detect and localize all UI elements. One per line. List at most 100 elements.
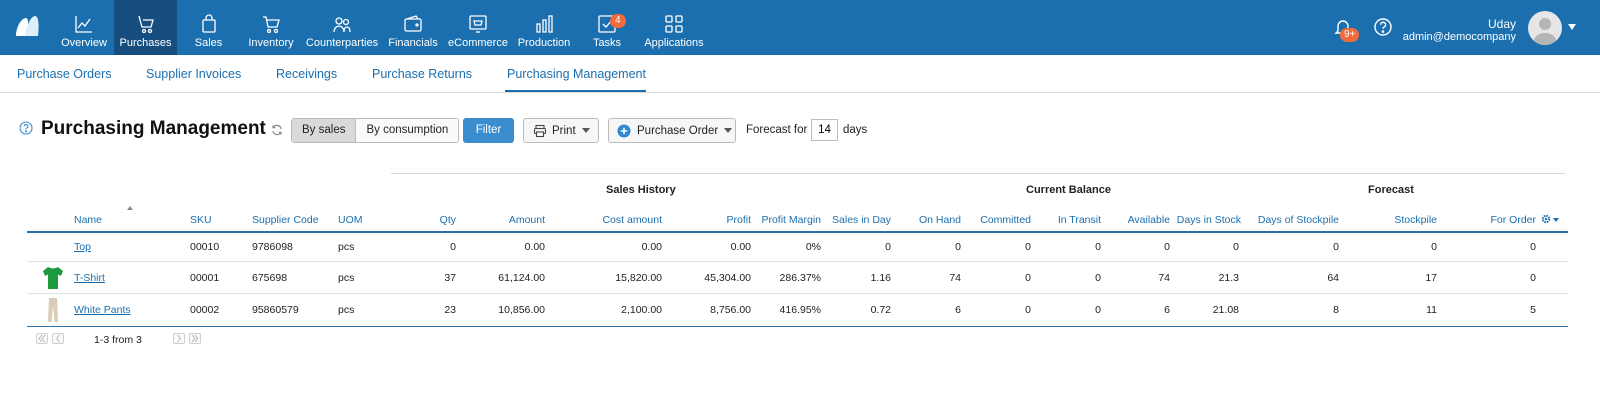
tasks-badge: 4	[610, 14, 626, 28]
cell-sales-in-day: 0	[885, 241, 891, 253]
col-amount[interactable]: Amount	[508, 214, 545, 226]
product-name-link[interactable]: T-Shirt	[74, 272, 105, 284]
nav-label: Counterparties	[305, 37, 379, 49]
nav-item-counterparties[interactable]: Counterparties	[302, 0, 382, 55]
double-chevron-left-icon	[38, 334, 46, 343]
group-sales-history: Sales History	[606, 184, 676, 196]
next-page-button[interactable]	[173, 333, 185, 344]
cell-sku: 00002	[190, 304, 220, 316]
cell-on-hand: 74	[949, 272, 961, 284]
by-consumption-button[interactable]: By consumption	[356, 119, 459, 142]
nav-item-ecommerce[interactable]: eCommerce	[444, 0, 512, 55]
col-available[interactable]: Available	[1127, 214, 1170, 226]
last-page-button[interactable]	[189, 333, 201, 344]
product-name-link[interactable]: White Pants	[74, 304, 131, 316]
printer-icon	[533, 124, 547, 137]
row-divider	[27, 261, 1568, 262]
cell-sku: 00001	[190, 272, 220, 284]
cell-supplier-code: 675698	[252, 272, 288, 284]
cell-days-of-stockpile: 0	[1333, 241, 1339, 253]
col-name[interactable]: Name	[74, 214, 103, 226]
subnav-purchasing-management[interactable]: Purchasing Management	[507, 67, 646, 81]
col-days-in-stock[interactable]: Days in Stock	[1176, 214, 1241, 226]
cell-days-in-stock: 21.08	[1212, 304, 1239, 316]
col-qty[interactable]: Qty	[439, 214, 456, 226]
col-sku[interactable]: SKU	[190, 214, 212, 226]
cell-days-in-stock: 21.3	[1218, 272, 1239, 284]
col-supplier-code[interactable]: Supplier Code	[252, 214, 319, 226]
product-name-link[interactable]: Top	[74, 241, 91, 253]
avatar[interactable]	[1528, 11, 1562, 45]
cell-stockpile: 11	[1426, 304, 1437, 316]
page-title: Purchasing Management	[41, 118, 266, 139]
nav-label: Financials	[388, 37, 438, 49]
shopping-bag-icon	[201, 14, 216, 33]
gear-icon[interactable]	[1541, 214, 1551, 224]
cell-available: 74	[1158, 272, 1170, 284]
double-chevron-right-icon	[191, 334, 199, 343]
nav-item-sales[interactable]: Sales	[177, 0, 240, 55]
bar-chart-icon	[536, 15, 553, 33]
top-navigation-bar: Overview Purchases Sales Inventory Count…	[0, 0, 1600, 55]
plus-circle-icon	[617, 124, 631, 137]
col-sales-in-day[interactable]: Sales in Day	[832, 214, 891, 226]
cell-for-order: 0	[1530, 272, 1536, 284]
subnav-receivings[interactable]: Receivings	[276, 67, 338, 81]
print-label: Print	[552, 124, 576, 137]
cell-supplier-code: 95860579	[252, 304, 299, 316]
cell-in-transit: 0	[1095, 241, 1101, 253]
subnav-purchase-orders[interactable]: Purchase Orders	[17, 67, 112, 81]
cell-profit: 45,304.00	[704, 272, 751, 284]
subnav-purchase-returns[interactable]: Purchase Returns	[372, 67, 473, 81]
col-on-hand[interactable]: On Hand	[918, 214, 961, 226]
cell-days-in-stock: 0	[1233, 241, 1239, 253]
cell-committed: 0	[1025, 272, 1031, 284]
previous-page-button[interactable]	[52, 333, 64, 344]
pants-thumbnail-icon	[48, 298, 58, 322]
nav-label: Production	[517, 37, 571, 49]
nav-label: Overview	[61, 37, 107, 49]
nav-item-inventory[interactable]: Inventory	[240, 0, 302, 55]
purchase-order-button[interactable]: Purchase Order	[608, 118, 736, 143]
filter-button[interactable]: Filter	[463, 118, 514, 143]
nav-item-applications[interactable]: Applications	[638, 0, 710, 55]
chevron-down-icon[interactable]	[1568, 24, 1576, 30]
cell-qty: 23	[444, 304, 456, 316]
refresh-icon[interactable]	[271, 124, 283, 136]
group-header-divider	[391, 173, 1565, 174]
group-current-balance: Current Balance	[1026, 184, 1111, 196]
notifications-badge: 9+	[1340, 28, 1360, 42]
chevron-down-icon[interactable]	[1553, 218, 1559, 222]
help-icon[interactable]	[1373, 17, 1393, 37]
cell-on-hand: 6	[955, 304, 961, 316]
col-profit-margin[interactable]: Profit Margin	[761, 214, 821, 226]
nav-item-tasks[interactable]: Tasks 4	[576, 0, 638, 55]
cell-sales-in-day: 0.72	[870, 304, 891, 316]
cell-cost-amount: 15,820.00	[615, 272, 662, 284]
first-page-button[interactable]	[36, 333, 48, 344]
app-logo-icon[interactable]	[14, 14, 40, 38]
user-name[interactable]: Uday	[1487, 17, 1516, 31]
sort-ascending-icon[interactable]	[127, 206, 133, 210]
nav-item-financials[interactable]: Financials	[382, 0, 444, 55]
cell-uom: pcs	[338, 241, 355, 253]
col-for-order[interactable]: For Order	[1490, 214, 1536, 226]
col-uom[interactable]: UOM	[338, 214, 363, 226]
col-cost-amount[interactable]: Cost amount	[602, 214, 662, 226]
col-stockpile[interactable]: Stockpile	[1394, 214, 1437, 226]
by-sales-button[interactable]: By sales	[292, 119, 357, 142]
col-in-transit[interactable]: In Transit	[1057, 214, 1101, 226]
pagination-summary: 1-3 from 3	[94, 334, 142, 346]
nav-item-purchases[interactable]: Purchases	[114, 0, 177, 55]
help-circle-icon[interactable]	[19, 121, 33, 135]
print-button[interactable]: Print	[523, 118, 599, 143]
nav-item-overview[interactable]: Overview	[54, 0, 114, 55]
forecast-days-input[interactable]	[811, 119, 838, 141]
user-email[interactable]: admin@democompany	[1402, 31, 1516, 43]
col-days-of-stockpile[interactable]: Days of Stockpile	[1257, 214, 1339, 226]
cell-for-order: 0	[1530, 241, 1536, 253]
col-profit[interactable]: Profit	[726, 214, 751, 226]
col-committed[interactable]: Committed	[980, 214, 1031, 226]
subnav-supplier-invoices[interactable]: Supplier Invoices	[146, 67, 242, 81]
nav-item-production[interactable]: Production	[512, 0, 576, 55]
